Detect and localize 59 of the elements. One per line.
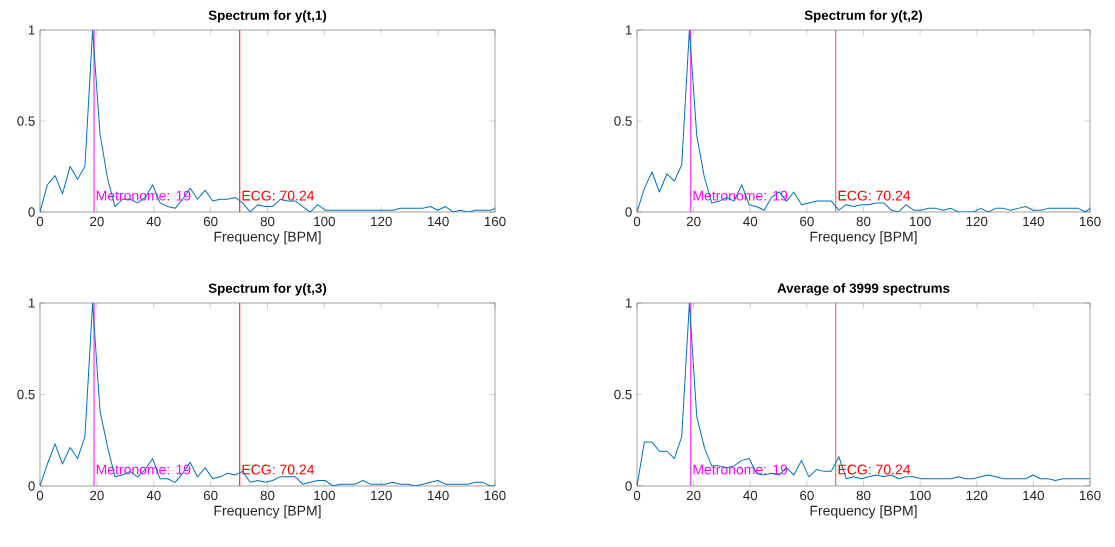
chart-title: Spectrum for y(t,1) [208,10,327,23]
x-tick-label: 140 [1023,490,1044,501]
x-tick-label: 120 [371,216,392,227]
y-tick-label: 0.5 [614,116,632,126]
chart-title: Spectrum for y(t,3) [208,283,327,296]
x-tick-label: 60 [203,216,218,227]
x-tick-label: 160 [1079,216,1101,227]
ref-line-label: ECG: 70.24 [838,190,911,201]
x-tick-label: 140 [428,490,449,501]
x-axis-title: Frequency [BPM] [810,505,917,519]
x-tick-label: 80 [260,490,275,501]
x-tick-label: 120 [966,490,988,501]
x-tick-label: 60 [800,216,814,227]
ref-line-label: ECG: 70.24 [242,464,315,475]
y-tick-label: 1 [28,25,35,35]
x-tick-label: 140 [428,216,449,227]
y-tick-label: 1 [28,298,35,308]
x-axis-title: Frequency [BPM] [214,505,321,519]
x-tick-label: 140 [1023,216,1044,227]
x-tick-label: 100 [910,490,931,501]
x-tick-label: 80 [260,216,275,227]
y-tick-label: 0.5 [17,116,35,126]
x-tick-label: 20 [686,490,701,501]
x-tick-label: 80 [856,216,871,227]
y-tick-label: 0 [625,207,632,217]
x-tick-label: 40 [743,490,758,501]
y-tick-label: 0.5 [614,389,632,400]
y-tick-label: 0.5 [17,389,35,400]
x-tick-label: 40 [146,216,161,227]
x-tick-label: 40 [743,216,758,227]
x-tick-label: 20 [90,216,104,227]
x-tick-label: 120 [371,490,392,501]
ref-line-label: ECG: 70.24 [242,190,315,201]
x-tick-label: 40 [146,490,161,501]
chart-title: Average of 3999 spectrums [777,283,950,296]
y-tick-label: 1 [625,298,632,308]
chart-title: Spectrum for y(t,2) [804,10,923,23]
y-tick-label: 0 [28,207,35,217]
x-tick-label: 100 [314,490,335,501]
x-tick-label: 60 [203,490,218,501]
x-tick-label: 20 [90,490,104,501]
x-tick-label: 0 [633,216,641,227]
y-tick-label: 1 [625,25,632,35]
x-tick-label: 160 [484,216,506,227]
x-axis-title: Frequency [BPM] [810,231,917,245]
x-tick-label: 20 [686,216,701,227]
x-axis-title: Frequency [BPM] [214,231,321,245]
x-tick-label: 0 [36,490,44,501]
x-tick-label: 160 [484,490,506,501]
x-tick-label: 100 [910,216,931,227]
x-tick-label: 160 [1079,490,1101,501]
x-tick-label: 0 [36,216,44,227]
x-tick-label: 0 [633,490,641,501]
y-tick-label: 0 [625,481,632,491]
x-tick-label: 80 [856,490,871,501]
x-tick-label: 120 [966,216,988,227]
y-tick-label: 0 [28,481,35,491]
x-tick-label: 100 [314,216,335,227]
x-tick-label: 60 [800,490,814,501]
